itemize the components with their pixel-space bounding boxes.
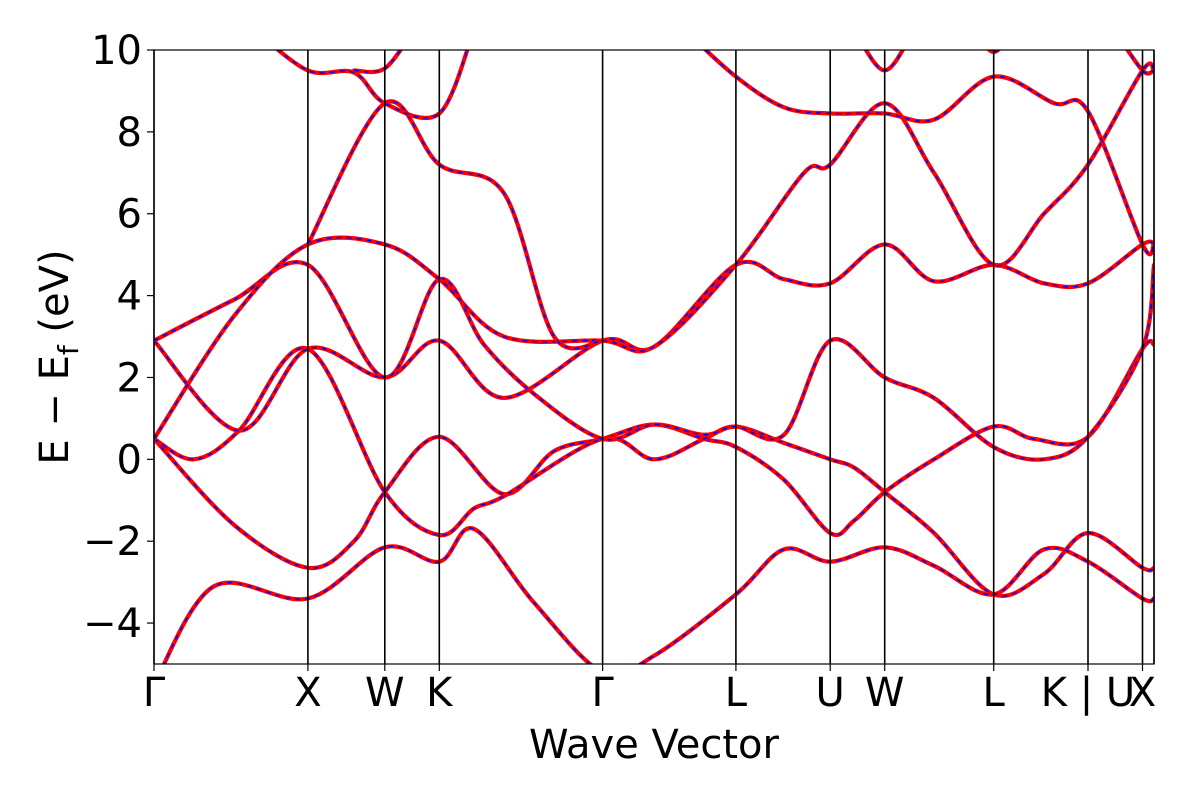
band-overlay-4 bbox=[154, 261, 1154, 461]
y-tick-label: 8 bbox=[117, 110, 142, 156]
x-tick-label: L bbox=[983, 670, 1006, 716]
bands-layer bbox=[154, 50, 1154, 664]
band-overlay-13 bbox=[1126, 50, 1154, 75]
x-tick-label: X bbox=[1129, 670, 1156, 716]
y-axis-ticks: −4 −2 0 2 4 6 8 10 bbox=[83, 28, 154, 647]
x-tick-label: W bbox=[865, 670, 905, 716]
x-axis-label: Wave Vector bbox=[529, 722, 780, 768]
band-overlay-1 bbox=[154, 340, 1154, 569]
y-axis-label-subscript: f bbox=[52, 344, 85, 355]
band-overlay-9 bbox=[704, 50, 1154, 255]
x-tick-label: L bbox=[725, 670, 748, 716]
y-axis-label: E − Ef (eV) bbox=[32, 249, 85, 464]
y-axis-label-unit: (eV) bbox=[32, 249, 78, 345]
plot-frame bbox=[153, 49, 1155, 665]
y-tick-label: 2 bbox=[117, 355, 142, 401]
band-overlay-8 bbox=[276, 50, 469, 119]
x-tick-label: Γ bbox=[591, 670, 614, 716]
y-axis-label-main: E − E bbox=[32, 355, 78, 465]
x-tick-label: K bbox=[426, 670, 454, 716]
x-tick-label: K | U bbox=[1041, 670, 1135, 716]
y-tick-label: −4 bbox=[83, 601, 142, 647]
band-overlay-5 bbox=[154, 62, 1154, 440]
band-overlay-2 bbox=[154, 347, 1154, 597]
y-tick-label: 0 bbox=[117, 437, 142, 483]
band-overlay-3 bbox=[154, 240, 1154, 432]
y-tick-label: 6 bbox=[117, 192, 142, 238]
band-line-6 bbox=[161, 526, 1154, 664]
x-tick-label: U bbox=[816, 670, 845, 716]
x-tick-label: W bbox=[365, 670, 405, 716]
y-tick-label: −2 bbox=[83, 519, 142, 565]
y-tick-label: 10 bbox=[91, 28, 142, 74]
y-tick-label: 4 bbox=[117, 274, 142, 320]
x-tick-label: Γ bbox=[143, 670, 166, 716]
band-overlay-7 bbox=[307, 100, 603, 350]
x-tick-label: X bbox=[294, 670, 321, 716]
